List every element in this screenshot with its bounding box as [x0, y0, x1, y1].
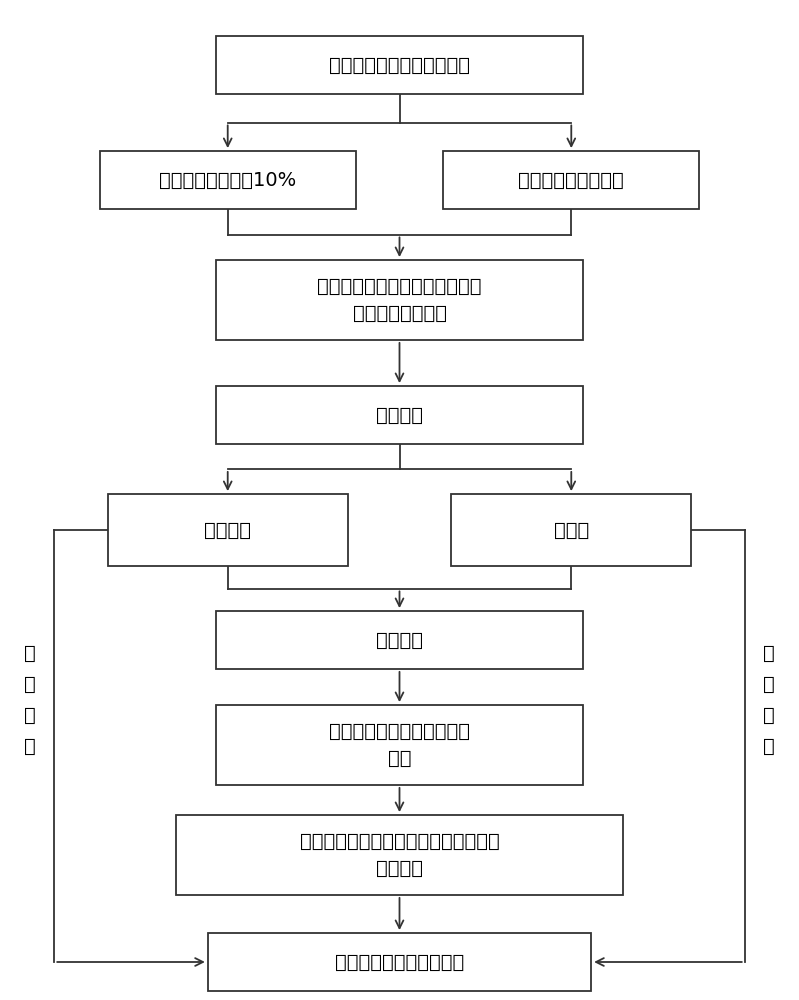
- FancyBboxPatch shape: [216, 611, 583, 669]
- FancyBboxPatch shape: [451, 494, 691, 566]
- Text: 节点分簇: 节点分簇: [205, 520, 251, 540]
- Text: 噪音点: 噪音点: [554, 520, 589, 540]
- Text: 节点处添加爆管流量: 节点处添加爆管流量: [519, 170, 624, 190]
- FancyBboxPatch shape: [443, 151, 699, 209]
- FancyBboxPatch shape: [176, 815, 623, 895]
- FancyBboxPatch shape: [216, 386, 583, 444]
- Text: 建立供水管网系统模拟平台: 建立供水管网系统模拟平台: [329, 55, 470, 75]
- Text: 监测点多目标优化布置数学
模型: 监测点多目标优化布置数学 模型: [329, 722, 470, 768]
- Text: 最终压力监测点布置方案: 最终压力监测点布置方案: [335, 952, 464, 972]
- Text: 监测分区: 监测分区: [376, 631, 423, 650]
- Text: 方
案
比
选: 方 案 比 选: [763, 644, 774, 756]
- Text: 节点基础流量增加10%: 节点基础流量增加10%: [159, 170, 296, 190]
- FancyBboxPatch shape: [208, 933, 591, 991]
- Text: 建立节点水压敏感度矩阵（正常
工况、爆管工况）: 建立节点水压敏感度矩阵（正常 工况、爆管工况）: [317, 277, 482, 323]
- FancyBboxPatch shape: [100, 151, 356, 209]
- Text: 优化算法求解，得到一系列监测点优化
布置方案: 优化算法求解，得到一系列监测点优化 布置方案: [300, 832, 499, 878]
- FancyBboxPatch shape: [216, 705, 583, 785]
- Text: 方
案
比
选: 方 案 比 选: [25, 644, 36, 756]
- Text: 聚类分析: 聚类分析: [376, 406, 423, 424]
- FancyBboxPatch shape: [216, 36, 583, 94]
- FancyBboxPatch shape: [108, 494, 348, 566]
- FancyBboxPatch shape: [216, 260, 583, 340]
